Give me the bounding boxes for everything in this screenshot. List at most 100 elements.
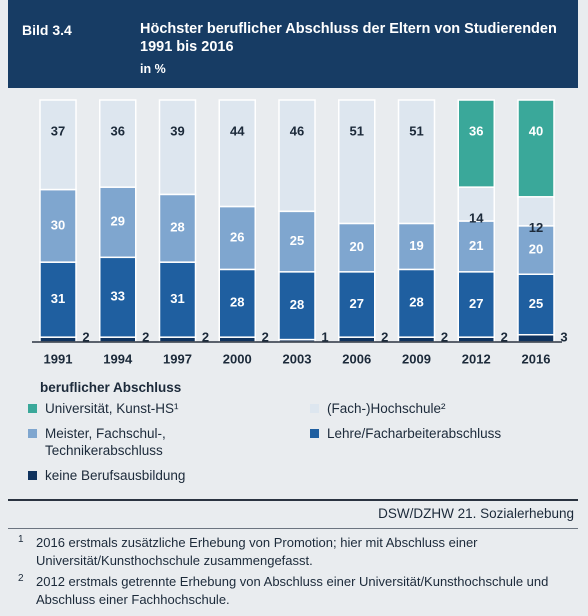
value-label: 28: [170, 220, 184, 235]
value-label: 27: [469, 296, 483, 311]
x-tick-label: 1997: [163, 351, 192, 366]
value-label: 31: [51, 291, 65, 306]
header: Bild 3.4 Höchster beruflicher Abschluss …: [8, 0, 578, 88]
bar-segment: [397, 268, 436, 338]
value-label: 30: [51, 217, 65, 232]
bar-segment: [457, 99, 495, 188]
footnotes: 1 2016 erstmals zusätzliche Erhebung von …: [18, 534, 578, 612]
value-label: 20: [529, 241, 543, 256]
bar-segment: [338, 222, 376, 273]
x-tick-label: 1991: [44, 351, 73, 366]
bar-segment: [397, 222, 436, 271]
bar-segment: [457, 186, 495, 222]
figure-label: Bild 3.4: [22, 22, 72, 38]
value-label: 2: [501, 329, 508, 344]
bar-segment: [158, 99, 197, 196]
bar-segment: [457, 271, 495, 338]
value-label: 27: [350, 296, 364, 311]
legend-item: (Fach-)Hochschule²: [310, 400, 568, 417]
value-label: 2: [82, 329, 89, 344]
value-label: 31: [170, 291, 184, 306]
legend-label: Meister, Fachschul-, Technikerabschluss: [45, 426, 166, 458]
value-label: 37: [51, 123, 65, 138]
legend-item: keine Berufsausbildung: [28, 467, 310, 484]
bar-segment: [218, 99, 256, 208]
value-label: 28: [230, 295, 244, 310]
rule: [8, 528, 578, 529]
footnote-text: 2012 erstmals getrennte Erhebung von Abs…: [36, 574, 549, 607]
value-label: 2: [262, 329, 269, 344]
value-label: 39: [170, 123, 184, 138]
bar-segment: [517, 273, 555, 336]
x-tick-label: 2012: [462, 351, 491, 366]
bar-segment: [158, 261, 197, 338]
legend-swatch: [310, 429, 319, 438]
value-label: 2: [441, 329, 448, 344]
bar-segment: [517, 196, 555, 227]
legend-title: beruflicher Abschluss: [40, 380, 182, 395]
bar-segment: [39, 261, 77, 338]
value-label: 44: [230, 123, 245, 138]
value-label: 20: [350, 239, 364, 254]
value-label: 40: [529, 123, 543, 138]
x-tick-label: 2016: [522, 351, 551, 366]
value-label: 2: [202, 329, 209, 344]
value-label: 28: [290, 297, 304, 312]
value-label: 46: [290, 123, 304, 138]
bar-segment: [457, 220, 495, 273]
x-tick-label: 2009: [402, 351, 431, 366]
value-label: 51: [350, 123, 364, 138]
value-label: 2: [381, 329, 388, 344]
value-label: 36: [111, 123, 125, 138]
value-label: 33: [111, 289, 125, 304]
value-label: 19: [409, 238, 423, 253]
value-label: 1: [321, 329, 328, 344]
value-label: 14: [469, 211, 484, 226]
x-tick-label: 2006: [342, 351, 371, 366]
legend: Universität, Kunst-HS¹ (Fach-)Hochschule²…: [28, 400, 568, 484]
bar-segment: [517, 333, 555, 343]
chart-title: Höchster beruflicher Abschluss der Elter…: [140, 21, 557, 55]
value-label: 26: [230, 229, 244, 244]
footnote-marker: 1: [18, 534, 24, 545]
legend-item: Meister, Fachschul-, Technikerabschluss: [28, 425, 310, 459]
value-label: 51: [409, 123, 423, 138]
chart-subtitle: in %: [140, 62, 166, 76]
footnote-marker: 2: [18, 573, 24, 584]
x-tick-label: 1994: [103, 351, 133, 366]
bar-segment: [278, 99, 316, 213]
legend-label: Lehre/Facharbeiterabschluss: [327, 426, 502, 441]
footnote: 1 2016 erstmals zusätzliche Erhebung von …: [18, 534, 578, 570]
value-label: 21: [469, 238, 483, 253]
bar-segment: [158, 193, 197, 263]
footnote: 2 2012 erstmals getrennte Erhebung von Ab…: [18, 573, 578, 609]
legend-swatch: [28, 404, 37, 413]
bar-segment: [278, 210, 316, 273]
value-label: 12: [529, 220, 543, 235]
legend-item: Universität, Kunst-HS¹: [28, 400, 310, 417]
rule: [8, 499, 578, 501]
legend-label: (Fach-)Hochschule²: [327, 401, 446, 416]
bar-segment: [278, 271, 316, 341]
value-label: 29: [111, 214, 125, 229]
bar-segment: [99, 99, 137, 188]
legend-swatch: [28, 429, 37, 438]
legend-label: Universität, Kunst-HS¹: [45, 401, 179, 416]
legend-label: keine Berufsausbildung: [45, 468, 186, 483]
bar-segment: [517, 99, 555, 198]
chart: 2 31 30 37 1991 2 33 29 36 1994 2 31 28 39 1997 2 28 26 44…: [32, 99, 568, 366]
bar-segment: [338, 271, 376, 338]
x-tick-label: 2003: [283, 351, 312, 366]
legend-swatch: [310, 404, 319, 413]
bar-segment: [39, 99, 77, 191]
value-label: 25: [529, 296, 543, 311]
source: DSW/DZHW 21. Sozialerhebung: [378, 506, 574, 521]
value-label: 25: [290, 233, 304, 248]
value-label: 36: [469, 123, 483, 138]
footnote-text: 2016 erstmals zusätzliche Erhebung von P…: [36, 535, 478, 568]
bar-segment: [397, 99, 436, 225]
x-tick-label: 2000: [223, 351, 252, 366]
bar-segment: [99, 186, 137, 259]
legend-item: Lehre/Facharbeiterabschluss: [310, 425, 568, 459]
